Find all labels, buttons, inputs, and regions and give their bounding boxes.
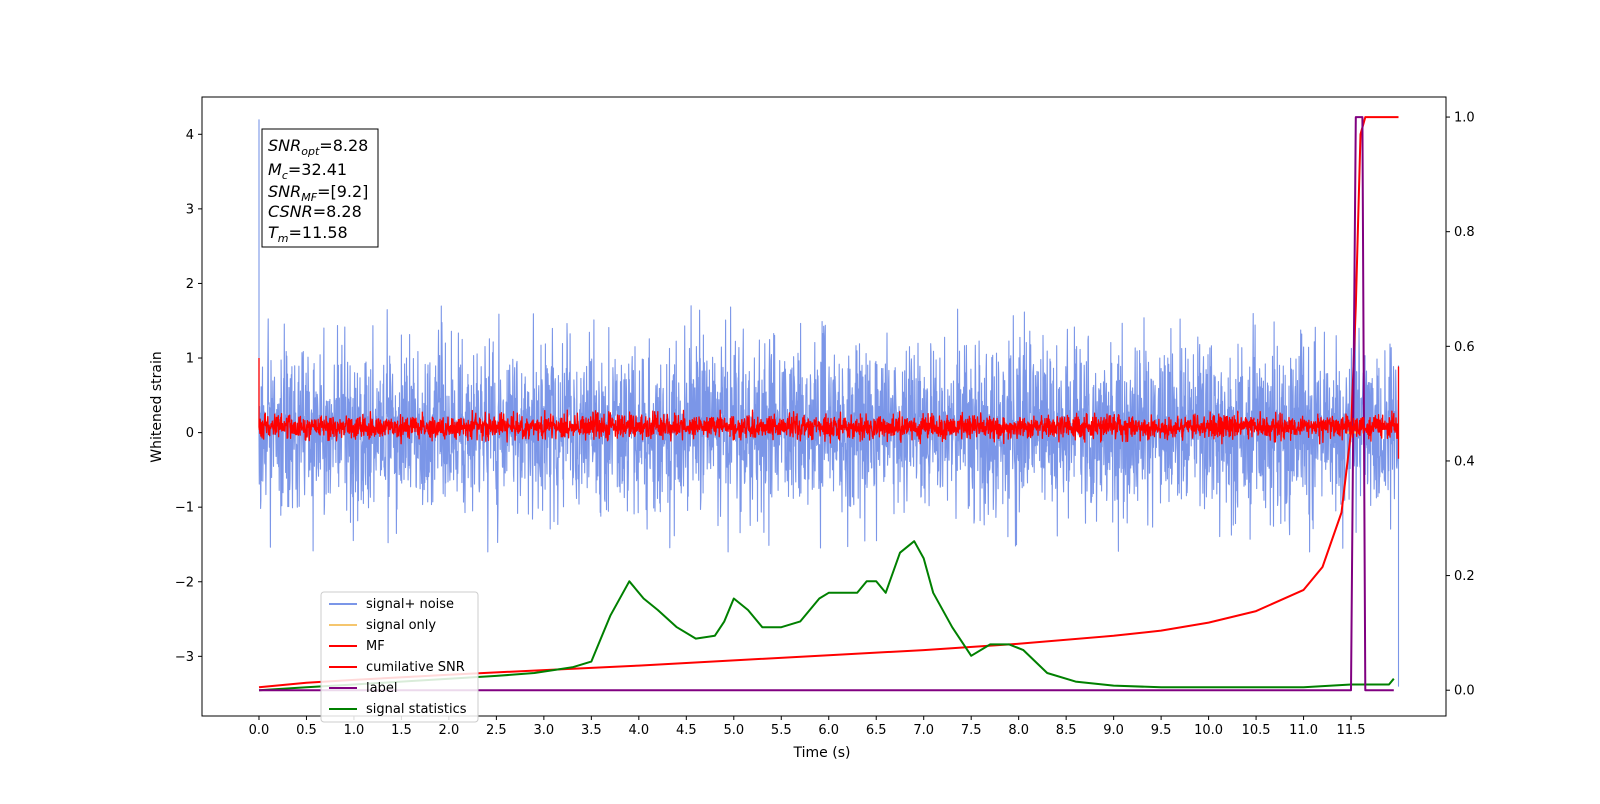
legend-label-label: label xyxy=(366,681,397,696)
y-tick-label: −1 xyxy=(175,501,194,516)
x-tick-label: 11.5 xyxy=(1337,723,1366,738)
y2-tick-label: 0.4 xyxy=(1454,454,1475,469)
series-line xyxy=(259,116,1394,692)
legend: signal+ noise signal only MF cumilative … xyxy=(320,591,479,723)
y2-tick-label: 1.0 xyxy=(1454,111,1475,126)
y-tick-label: 3 xyxy=(186,202,194,217)
info-tm: Tm=11.58 xyxy=(268,223,348,245)
x-tick-label: 7.5 xyxy=(961,723,982,738)
y2-tick-label: 0.0 xyxy=(1454,684,1475,699)
y-tick-label: 2 xyxy=(186,277,194,292)
y2-tick-label: 0.6 xyxy=(1454,340,1475,355)
x-ticks: 0.0 0.5 1.0 1.5 2.0 2.5 3.0 3.5 4.0 4.5 5.0 5.5 6.0 6… xyxy=(249,716,1366,738)
x-tick-label: 9.5 xyxy=(1151,723,1172,738)
series-line xyxy=(258,540,1395,692)
info-snr-mf: SNRMF=[9.2] xyxy=(268,182,368,204)
legend-label-mf: MF xyxy=(366,639,385,654)
x-tick-label: 3.0 xyxy=(534,723,555,738)
legend-label-signal-statistics: signal statistics xyxy=(366,702,467,717)
x-tick-label: 4.5 xyxy=(676,723,697,738)
x-tick-label: 6.5 xyxy=(866,723,887,738)
y2-tick-label: 0.8 xyxy=(1454,225,1475,240)
y-tick-label: −2 xyxy=(175,575,194,590)
series-line xyxy=(258,358,1400,459)
x-tick-label: 1.5 xyxy=(391,723,412,738)
info-box: SNRopt=8.28 Mc=32.41 SNRMF=[9.2] CSNR=8.… xyxy=(261,128,379,248)
x-tick-label: 8.0 xyxy=(1008,723,1029,738)
x-tick-label: 4.0 xyxy=(628,723,649,738)
y-axis-title: Whitened strain xyxy=(149,351,165,462)
x-tick-label: 2.0 xyxy=(439,723,460,738)
y-ticks: 4 3 2 1 0 −1 −2 −3 xyxy=(175,128,202,665)
x-axis-title: Time (s) xyxy=(793,745,851,761)
plot-frame xyxy=(201,96,1447,717)
x-tick-label: 8.5 xyxy=(1056,723,1077,738)
y-tick-label: 0 xyxy=(186,426,194,441)
legend-frame xyxy=(320,591,479,723)
series-layer xyxy=(258,116,1400,692)
x-tick-label: 1.0 xyxy=(344,723,365,738)
x-tick-label: 0.0 xyxy=(249,723,270,738)
y2-ticks: 1.0 0.8 0.6 0.4 0.2 0.0 xyxy=(1446,111,1475,699)
x-tick-label: 6.0 xyxy=(818,723,839,738)
legend-label-cumulative-snr: cumilative SNR xyxy=(366,660,465,675)
info-csnr: CSNR=8.28 xyxy=(268,202,362,221)
x-tick-label: 10.5 xyxy=(1242,723,1271,738)
x-tick-label: 9.0 xyxy=(1103,723,1124,738)
y-tick-label: −3 xyxy=(175,650,194,665)
y2-tick-label: 0.2 xyxy=(1454,569,1475,584)
info-snr-opt: SNRopt=8.28 xyxy=(268,136,368,158)
x-tick-label: 5.5 xyxy=(771,723,792,738)
legend-label-signal-noise: signal+ noise xyxy=(366,597,454,612)
x-tick-label: 0.5 xyxy=(296,723,317,738)
x-tick-label: 7.0 xyxy=(913,723,934,738)
x-tick-label: 3.5 xyxy=(581,723,602,738)
x-tick-label: 2.5 xyxy=(486,723,507,738)
x-tick-label: 11.0 xyxy=(1289,723,1318,738)
y-tick-label: 1 xyxy=(186,352,194,367)
x-tick-label: 5.0 xyxy=(723,723,744,738)
info-mc: Mc=32.41 xyxy=(268,160,347,182)
y-tick-label: 4 xyxy=(186,128,194,143)
info-box-frame xyxy=(261,128,379,248)
legend-label-signal-only: signal only xyxy=(366,618,436,633)
x-tick-label: 10.0 xyxy=(1194,723,1223,738)
